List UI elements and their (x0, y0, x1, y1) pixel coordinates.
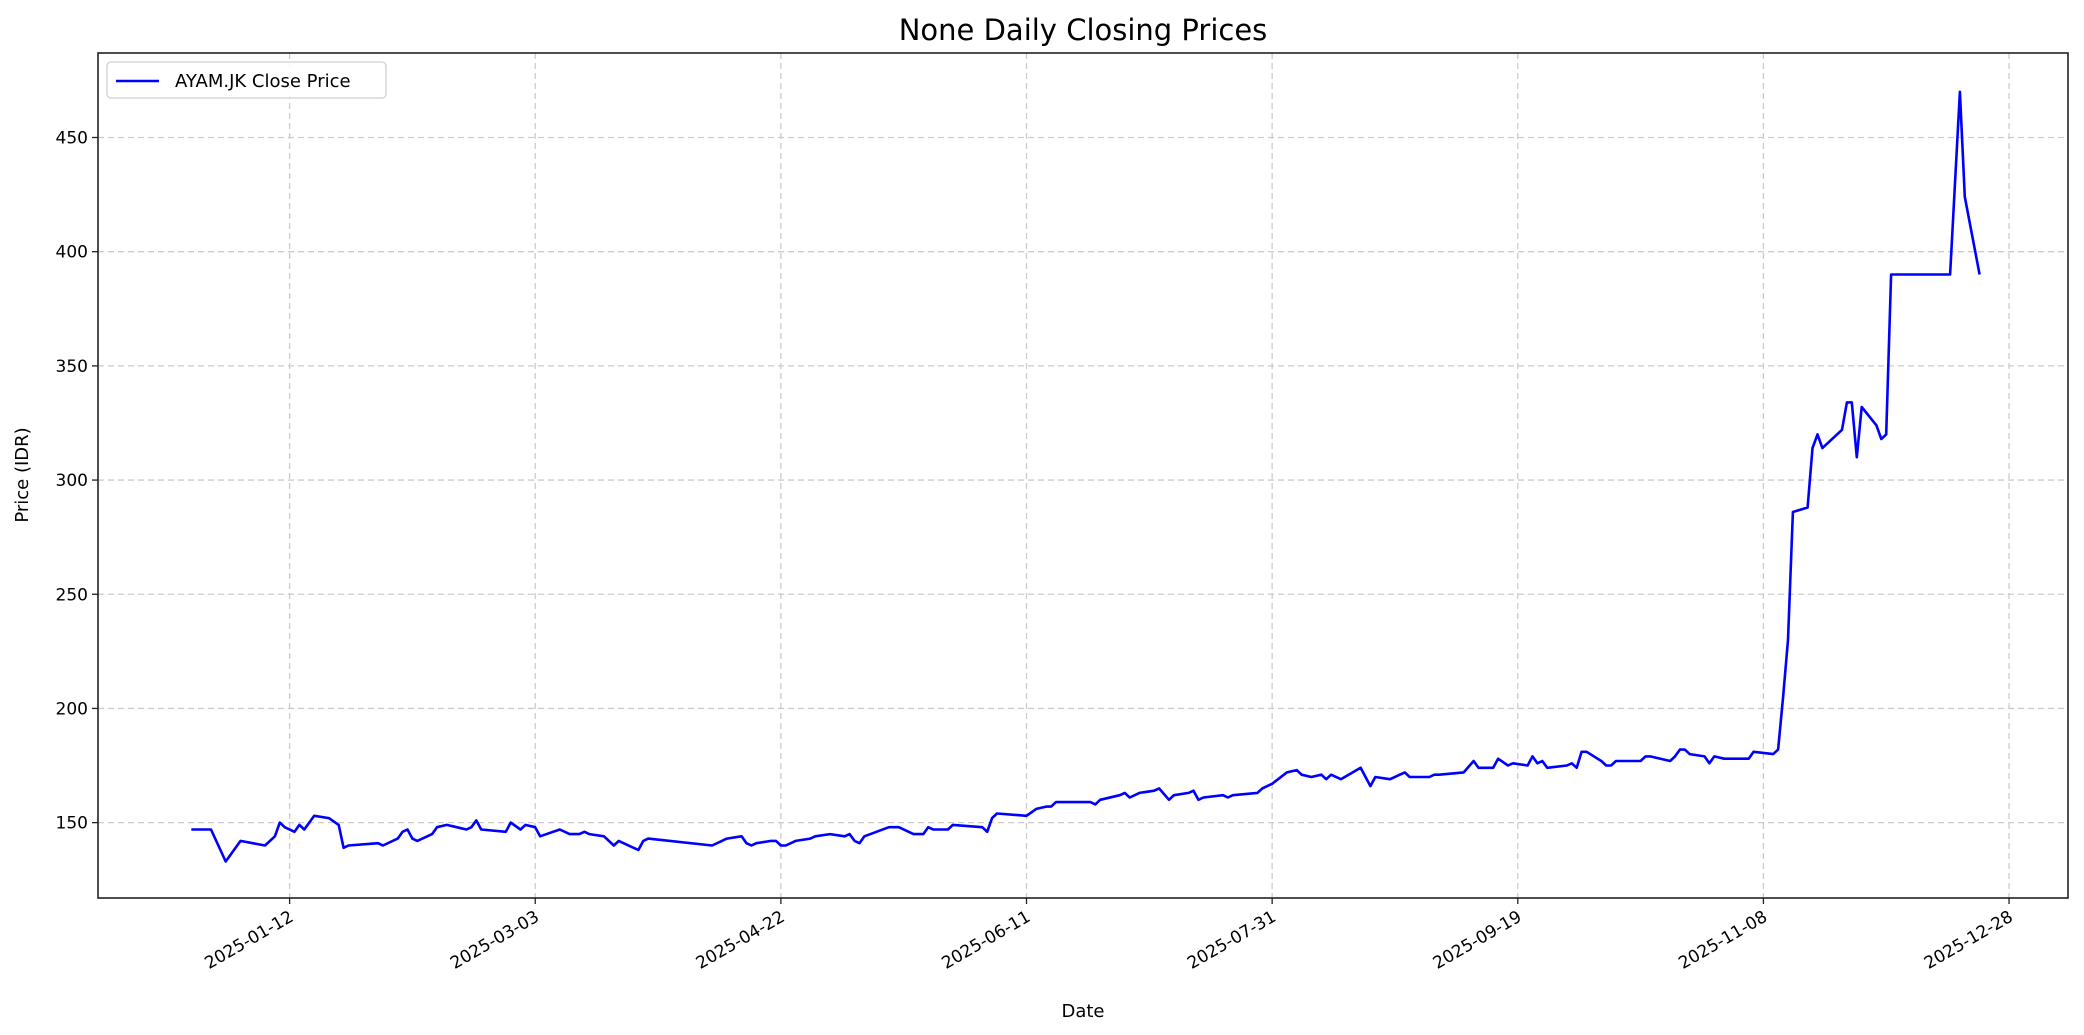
x-tick-label: 2025-07-31 (1184, 907, 1280, 974)
x-tick-label: 2025-03-03 (447, 907, 543, 974)
x-axis: 2025-01-12 2025-03-03 2025-04-22 2025-06-11… (202, 898, 2017, 974)
y-tick-label: 400 (56, 243, 88, 263)
x-tick-label: 2025-04-22 (693, 907, 789, 974)
plot-frame (97, 52, 2069, 899)
y-axis: 150 200 250 300 350 400 450 (56, 129, 98, 834)
series-line-ayam-jk (191, 90, 1981, 863)
grid (98, 53, 2068, 898)
legend-label: AYAM.JK Close Price (175, 71, 351, 92)
x-tick-label: 2025-06-11 (938, 907, 1034, 974)
y-tick-label: 450 (56, 129, 88, 149)
y-tick-label: 300 (56, 471, 88, 491)
x-tick-label: 2025-09-19 (1430, 907, 1526, 974)
x-tick-label: 2025-11-08 (1675, 907, 1771, 974)
x-tick-label: 2025-01-12 (202, 907, 298, 974)
legend: AYAM.JK Close Price (106, 61, 387, 99)
y-tick-label: 350 (56, 357, 88, 377)
x-axis-label: Date (1061, 1001, 1104, 1022)
y-tick-label: 150 (56, 814, 88, 834)
chart-title: None Daily Closing Prices (899, 13, 1268, 47)
y-tick-label: 200 (56, 699, 88, 719)
y-tick-label: 250 (56, 585, 88, 605)
legend-box (106, 61, 387, 99)
x-tick-label: 2025-12-28 (1921, 907, 2017, 974)
y-axis-label: Price (IDR) (12, 427, 33, 522)
